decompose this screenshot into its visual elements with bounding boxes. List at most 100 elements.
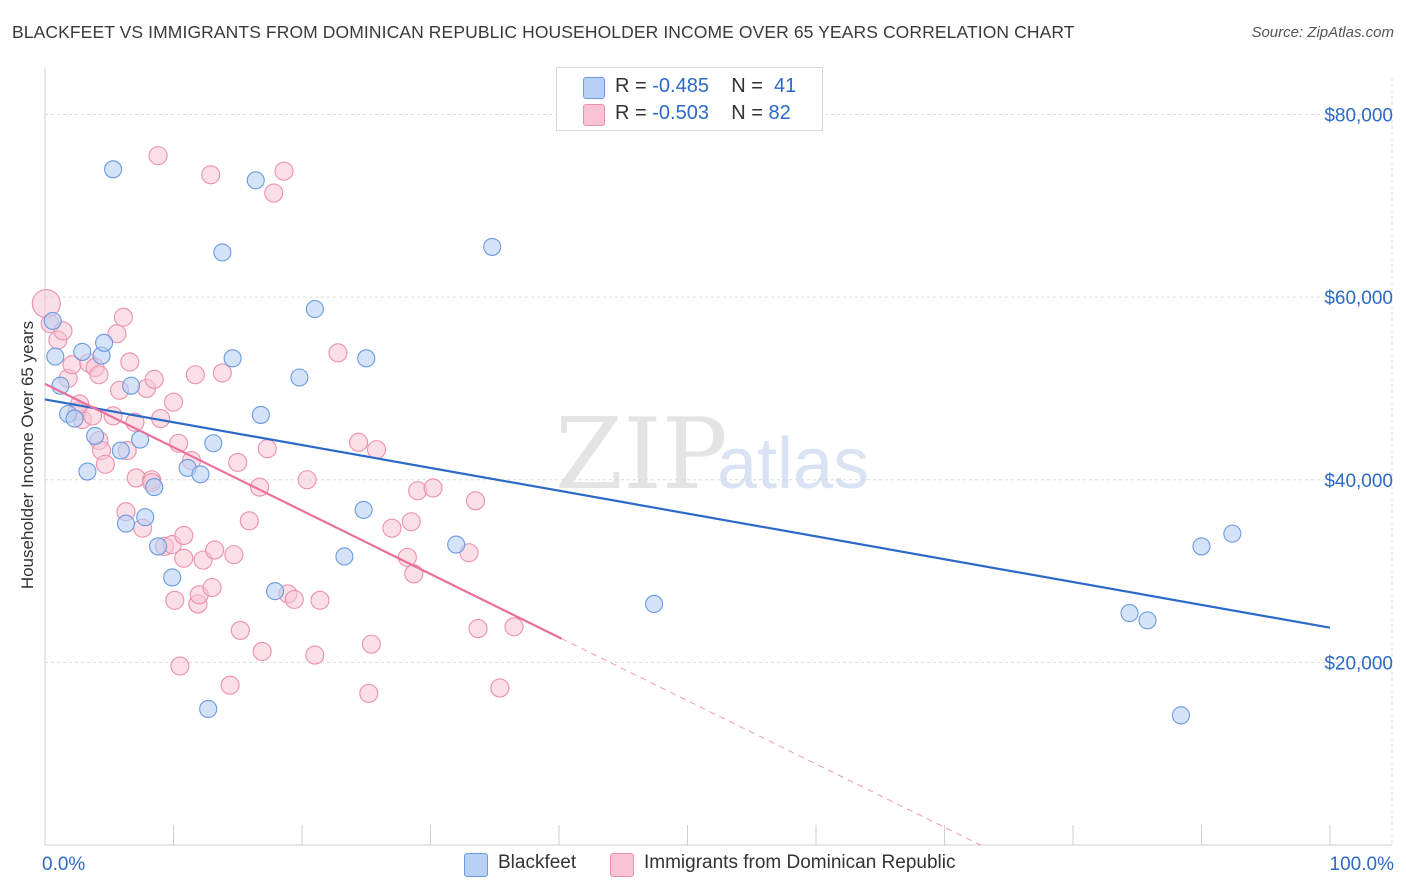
y-tick-label: $20,000 <box>1324 653 1393 674</box>
source-label: Source: ZipAtlas.com <box>1251 24 1394 41</box>
data-point-blackfeet <box>265 582 285 601</box>
legend-n-label: N = <box>731 102 769 124</box>
data-point-blackfeet <box>104 160 123 179</box>
data-point-blackfeet <box>354 500 373 519</box>
bottom-legend-label: Blackfeet <box>498 852 577 873</box>
legend-r-value: -0.485 <box>652 75 709 97</box>
legend-n-label: N = <box>731 75 769 97</box>
data-point-blackfeet <box>78 462 97 481</box>
data-point-dominican <box>361 634 381 654</box>
data-point-dominican <box>144 369 164 389</box>
data-point-blackfeet <box>73 342 92 361</box>
trend-lines <box>44 382 1331 846</box>
data-point-dominican <box>423 478 443 498</box>
data-point-blackfeet <box>290 368 309 387</box>
y-tick-label: $80,000 <box>1324 106 1393 127</box>
series-dominican-republic <box>31 146 524 703</box>
bottom-legend-label: Immigrants from Dominican Republic <box>644 852 956 873</box>
data-point-blackfeet <box>204 434 223 453</box>
data-point-blackfeet <box>65 409 84 428</box>
data-point-dominican <box>239 511 259 531</box>
data-point-blackfeet <box>43 311 62 330</box>
data-point-dominican <box>404 564 424 584</box>
trend-line-dominican-extension <box>561 638 981 846</box>
data-point-dominican <box>297 470 317 490</box>
data-point-dominican <box>366 440 387 460</box>
series-blackfeet <box>43 160 1242 725</box>
data-point-dominican <box>468 619 488 639</box>
data-point-blackfeet <box>447 535 466 554</box>
data-point-dominican <box>252 641 272 661</box>
data-point-dominican <box>348 432 369 452</box>
data-point-dominican <box>113 307 133 327</box>
trend-line-dominican <box>44 382 563 640</box>
data-point-blackfeet <box>95 333 114 352</box>
data-point-blackfeet <box>199 699 218 718</box>
x-tick-label: 0.0% <box>42 854 85 875</box>
data-point-blackfeet <box>116 514 136 533</box>
legend-swatch-blue <box>583 77 605 99</box>
data-point-dominican <box>284 589 304 609</box>
correlation-legend: R = -0.485 N = 41 R = -0.503 N = 82 <box>556 67 823 131</box>
data-point-blackfeet <box>149 537 168 556</box>
data-point-dominican <box>465 491 486 511</box>
data-point-blackfeet <box>145 478 164 497</box>
data-point-dominican <box>120 352 140 372</box>
legend-n-value: 82 <box>768 102 791 124</box>
bottom-legend-swatch-blue <box>464 853 488 877</box>
watermark-atlas: atlas <box>717 424 869 504</box>
data-point-blackfeet <box>111 441 130 460</box>
data-point-dominican <box>95 454 115 474</box>
x-tick-label: 100.0% <box>1330 854 1395 875</box>
data-point-blackfeet <box>335 547 354 566</box>
trend-line-blackfeet <box>44 398 1331 629</box>
y-axis-label: Householder Income Over 65 years <box>18 321 37 589</box>
y-tick-label: $60,000 <box>1324 288 1393 309</box>
data-point-blackfeet <box>223 349 242 368</box>
data-point-dominican <box>202 577 222 598</box>
data-point-dominican <box>490 678 510 698</box>
data-point-dominican <box>174 548 194 568</box>
data-point-blackfeet <box>246 171 265 190</box>
data-point-dominican <box>163 392 184 412</box>
data-point-dominican <box>165 590 185 610</box>
data-point-dominican <box>220 675 240 695</box>
data-point-dominican <box>205 540 225 560</box>
data-point-blackfeet <box>163 568 182 587</box>
data-point-blackfeet <box>86 426 105 445</box>
data-point-dominican <box>328 343 348 363</box>
bottom-legend-swatch-pink <box>610 853 634 877</box>
data-point-dominican <box>89 365 109 385</box>
data-point-blackfeet <box>251 405 270 424</box>
legend-swatch-pink <box>583 104 605 126</box>
data-point-blackfeet <box>213 243 232 262</box>
data-point-dominican <box>459 543 479 563</box>
data-point-blackfeet <box>46 347 65 366</box>
data-point-dominican <box>310 590 330 610</box>
data-point-blackfeet <box>191 465 210 484</box>
data-point-blackfeet <box>122 376 141 395</box>
watermark: ZIP atlas <box>555 398 869 512</box>
data-point-blackfeet <box>645 594 664 613</box>
y-tick-label: $40,000 <box>1324 471 1393 492</box>
chart-title: BLACKFEET VS IMMIGRANTS FROM DOMINICAN R… <box>12 22 1075 42</box>
data-point-blackfeet <box>305 299 324 319</box>
axes <box>44 68 1392 846</box>
data-point-dominican <box>228 452 248 472</box>
data-point-dominican <box>107 324 127 344</box>
tick-labels: $20,000 $40,000 $60,000 $80,000 0.0% 100.0% <box>42 106 1394 875</box>
data-point-dominican <box>185 365 205 385</box>
data-point-dominican <box>264 183 284 203</box>
data-point-dominican <box>148 146 168 166</box>
data-point-blackfeet <box>1171 706 1190 725</box>
data-point-dominican <box>174 525 194 546</box>
data-point-dominican <box>257 439 277 459</box>
data-point-dominican <box>382 518 402 538</box>
data-point-blackfeet <box>483 237 502 256</box>
data-point-dominican <box>274 161 294 181</box>
data-point-dominican <box>212 363 232 383</box>
data-point-blackfeet <box>1120 604 1139 623</box>
legend-r-label: R = <box>615 75 653 97</box>
data-point-dominican <box>305 645 325 665</box>
